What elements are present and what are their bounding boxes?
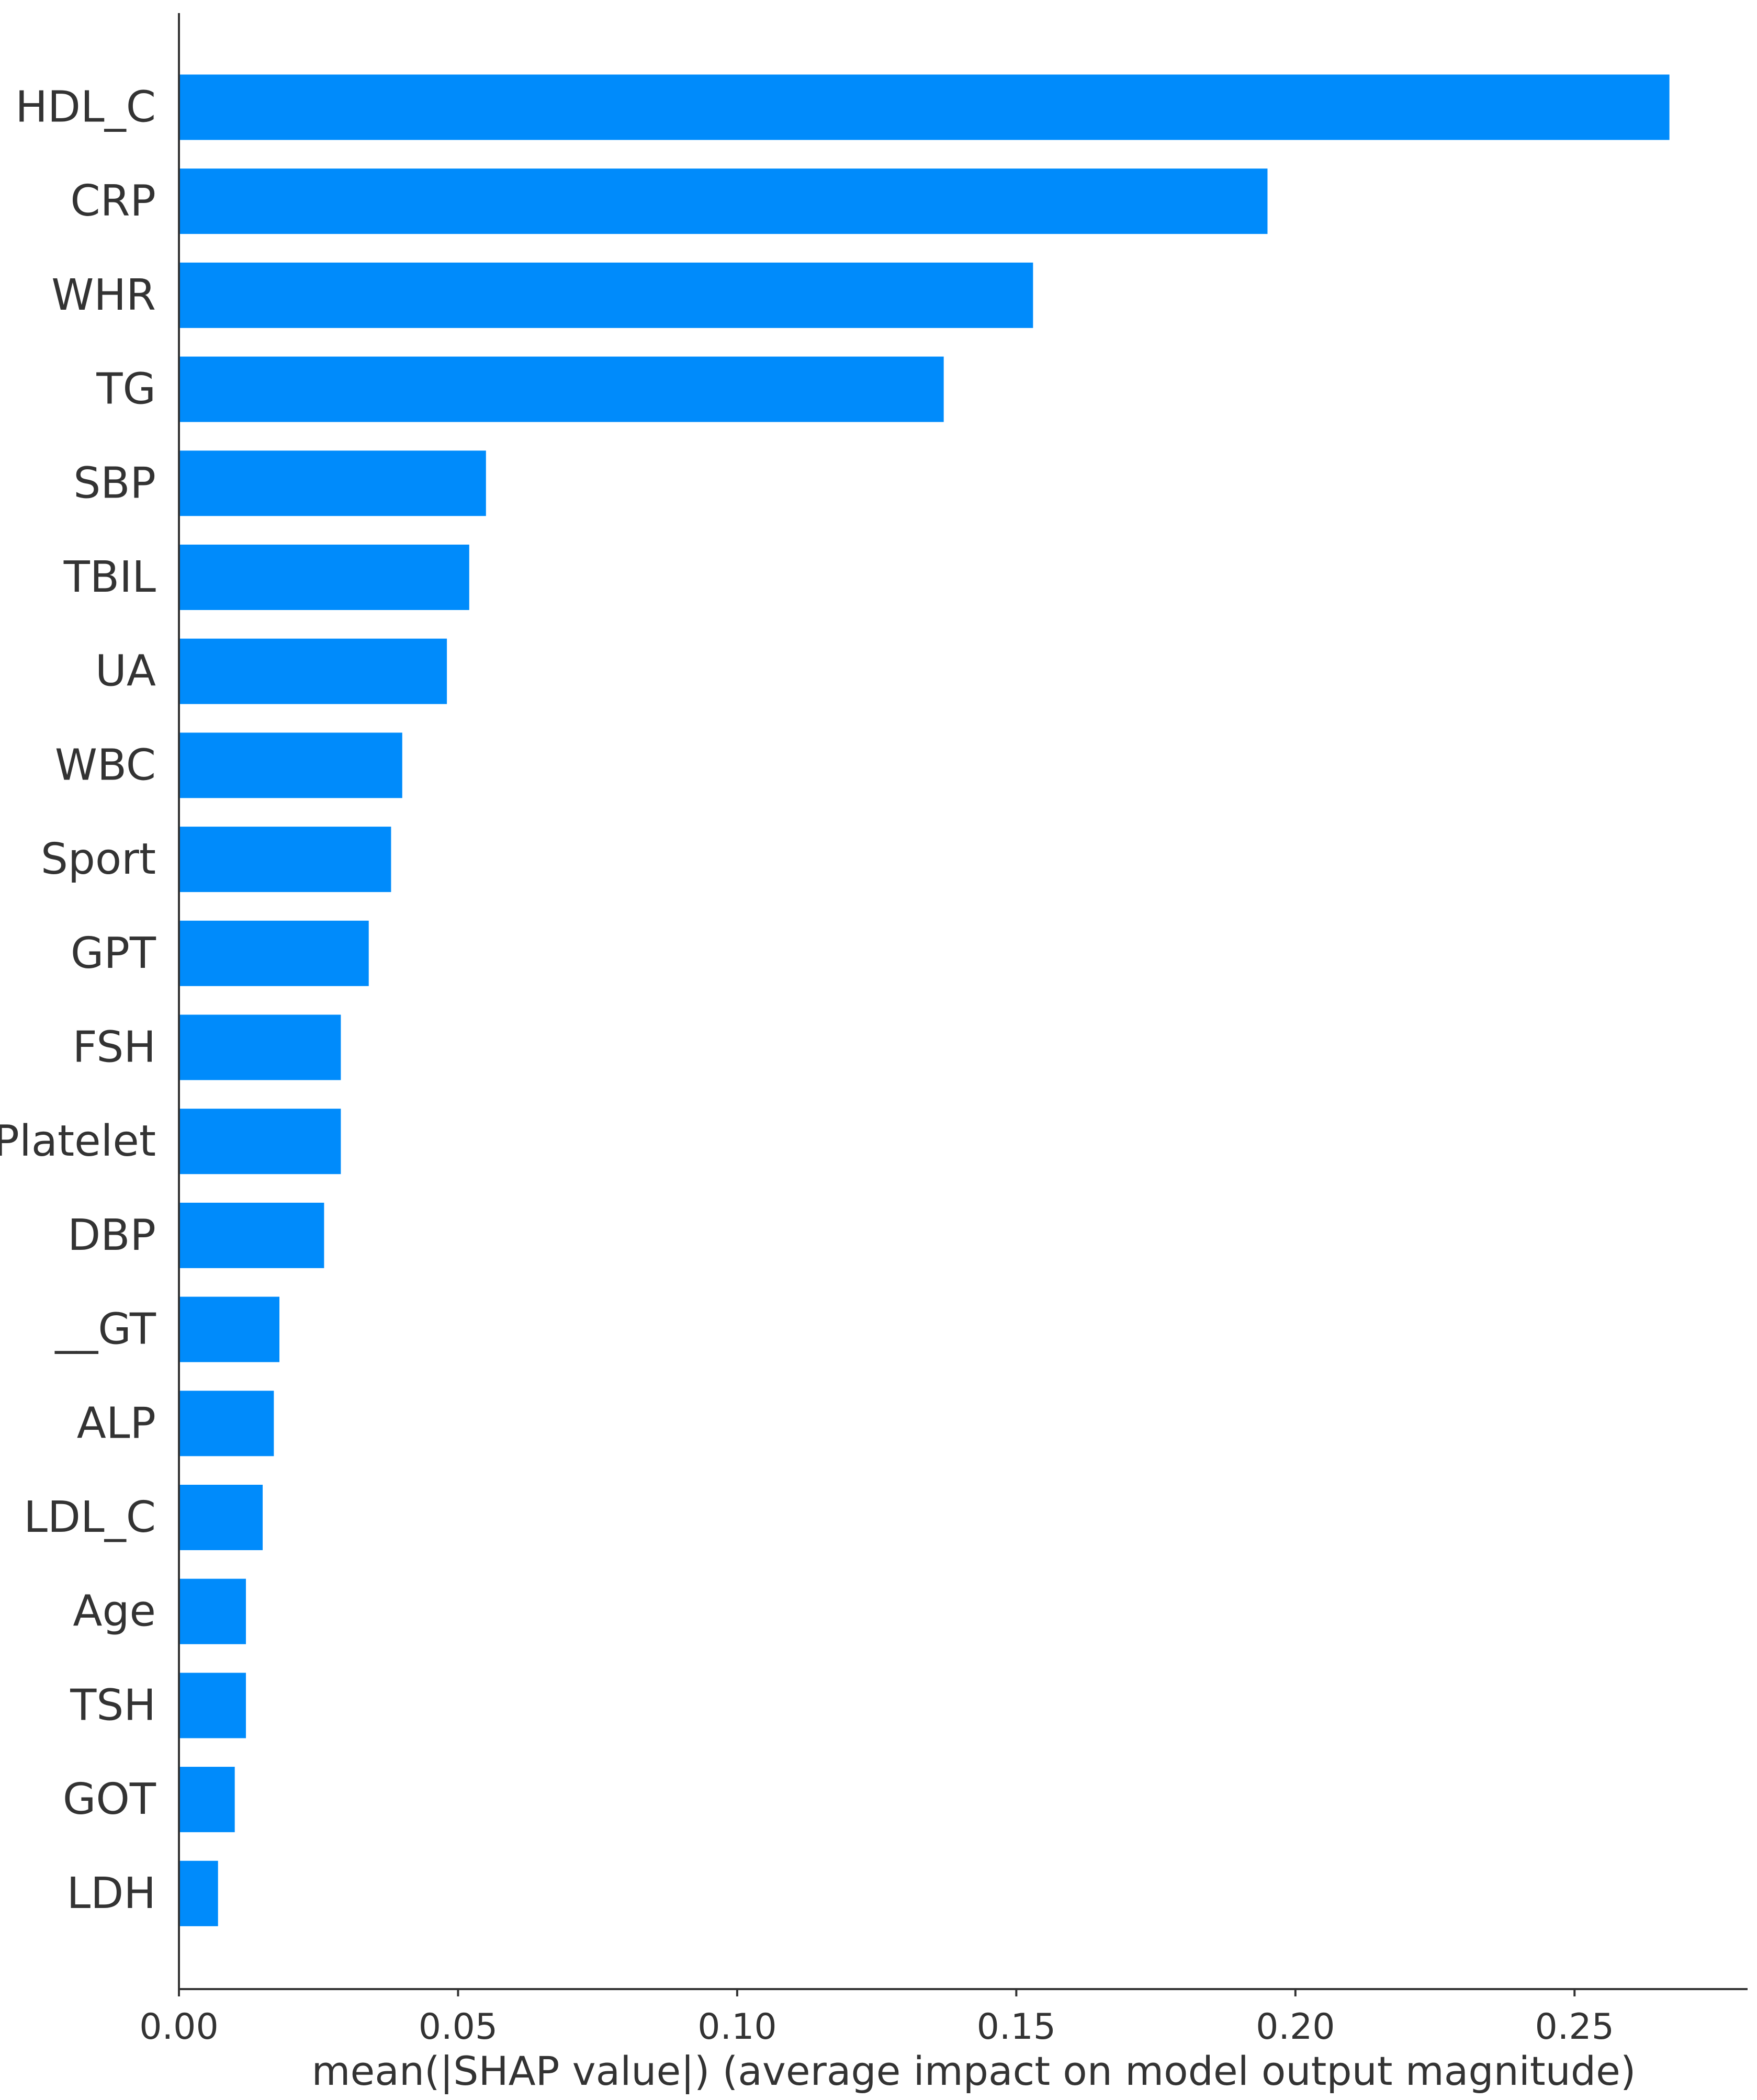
bar-tg — [179, 356, 944, 422]
category-label: Platelet — [0, 1116, 156, 1166]
category-label: WBC — [55, 740, 156, 790]
category-label: GOT — [63, 1775, 156, 1824]
category-label: ALP — [77, 1398, 156, 1448]
bar-whr — [179, 262, 1033, 328]
bars-group — [179, 74, 1670, 1926]
bar-ua — [179, 638, 447, 704]
x-tick-label: 0.05 — [419, 2006, 498, 2048]
category-label: LDH — [67, 1869, 156, 1918]
category-label: WHR — [51, 270, 156, 320]
x-tick-label: 0.20 — [1256, 2006, 1335, 2048]
bar-tsh — [179, 1673, 246, 1738]
x-tick-label: 0.10 — [697, 2006, 776, 2048]
x-axis-label: mean(|SHAP value|) (average impact on mo… — [311, 2048, 1636, 2095]
bar-alp — [179, 1391, 274, 1457]
x-tick-label: 0.00 — [139, 2006, 218, 2048]
bar-platelet — [179, 1109, 341, 1175]
bar-gpt — [179, 920, 369, 986]
category-label: Age — [73, 1587, 156, 1636]
category-label: __GT — [54, 1305, 156, 1354]
category-label: LDL_C — [24, 1493, 156, 1542]
bar-crp — [179, 168, 1268, 234]
bar-fsh — [179, 1014, 341, 1080]
bar-dbp — [179, 1202, 324, 1268]
bar-sbp — [179, 450, 486, 516]
bar-tbil — [179, 545, 469, 610]
bar-hdl-c — [179, 74, 1670, 140]
bar-sport — [179, 827, 391, 893]
category-label: CRP — [70, 176, 156, 226]
bar-ldh — [179, 1860, 218, 1926]
category-label: UA — [95, 647, 156, 696]
category-label: SBP — [73, 458, 156, 508]
category-labels: HDL_C CRP WHR TG SBP TBIL UA WBC Sport GPT FSH Plat… — [0, 83, 156, 1918]
x-tick-label: 0.15 — [977, 2006, 1056, 2048]
x-ticks-group: 0.00 0.05 0.10 0.15 0.20 0.25 — [139, 1989, 1614, 2048]
category-label: Sport — [41, 834, 156, 884]
category-label: DBP — [67, 1211, 156, 1260]
bar-gt — [179, 1296, 280, 1362]
category-label: HDL_C — [15, 83, 156, 132]
bar-wbc — [179, 732, 402, 798]
x-tick-label: 0.25 — [1535, 2006, 1614, 2048]
bar-age — [179, 1578, 246, 1644]
category-label: TG — [96, 365, 156, 414]
category-label: FSH — [73, 1023, 156, 1072]
category-label: TSH — [70, 1680, 156, 1730]
bar-ldl-c — [179, 1485, 263, 1550]
category-label: TBIL — [63, 552, 156, 602]
bar-got — [179, 1767, 235, 1833]
category-label: GPT — [71, 929, 156, 978]
